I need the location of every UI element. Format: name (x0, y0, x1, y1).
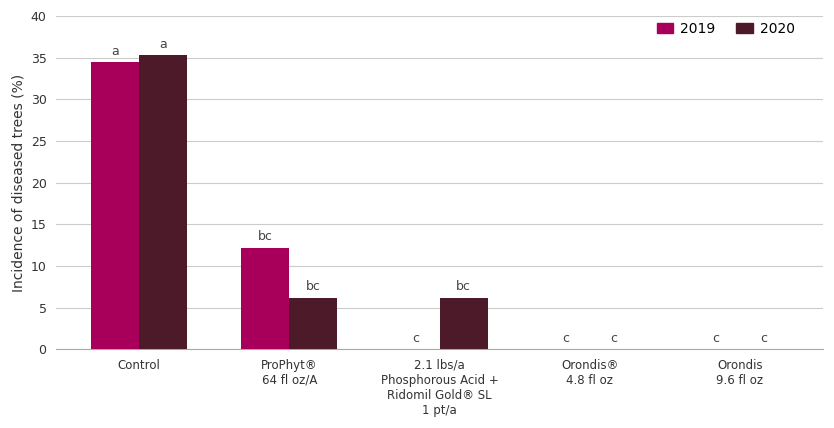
Bar (91, 62, 139, 349)
Text: c: c (562, 332, 570, 345)
Y-axis label: Incidence of diseased trees (%): Incidence of diseased trees (%) (11, 74, 25, 292)
Legend: 2019, 2020: 2019, 2020 (651, 16, 801, 42)
Text: a: a (159, 38, 167, 51)
Bar (289, 297, 338, 349)
Text: c: c (761, 332, 767, 345)
Text: c: c (712, 332, 720, 345)
Text: c: c (412, 332, 419, 345)
Text: bc: bc (258, 230, 273, 244)
Text: bc: bc (456, 280, 471, 293)
Bar (440, 297, 488, 349)
Text: bc: bc (306, 280, 321, 293)
Bar (241, 247, 289, 349)
Text: c: c (610, 332, 617, 345)
Bar (139, 55, 188, 349)
Text: a: a (111, 45, 119, 58)
